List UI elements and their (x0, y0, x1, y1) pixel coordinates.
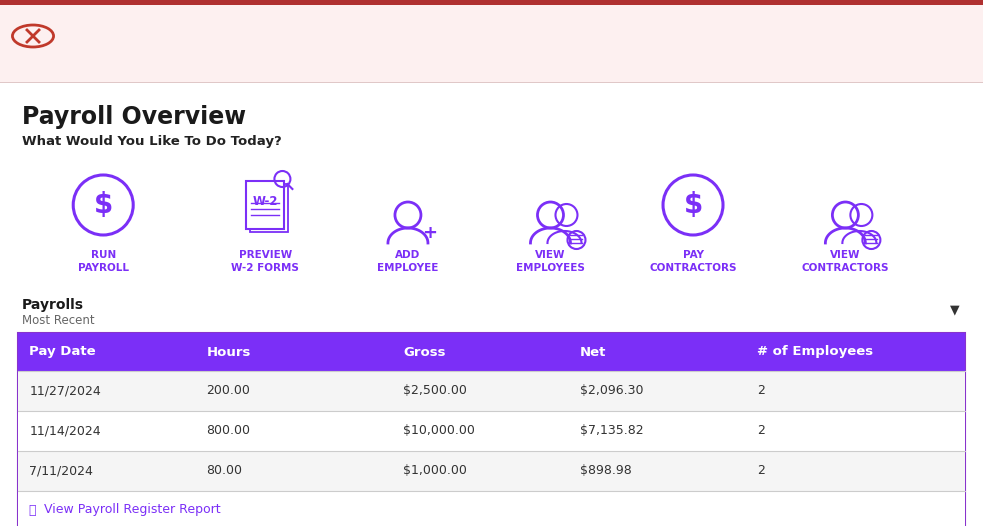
Text: ⎙: ⎙ (29, 503, 35, 517)
Text: VIEW
CONTRACTORS: VIEW CONTRACTORS (801, 250, 890, 273)
Text: Payrolls: Payrolls (22, 298, 84, 312)
Text: View Payroll Register Report: View Payroll Register Report (44, 503, 220, 517)
Text: 7/11/2024: 7/11/2024 (29, 464, 93, 478)
Text: 2: 2 (757, 385, 765, 398)
Text: Pay Date: Pay Date (29, 346, 96, 359)
FancyBboxPatch shape (18, 491, 965, 526)
Text: ▼: ▼ (951, 304, 959, 317)
Text: $898.98: $898.98 (580, 464, 632, 478)
Ellipse shape (862, 231, 881, 249)
FancyBboxPatch shape (18, 371, 965, 411)
Text: complete your tax filing information: complete your tax filing information (86, 54, 312, 66)
Ellipse shape (567, 231, 586, 249)
Text: What Would You Like To Do Today?: What Would You Like To Do Today? (22, 135, 282, 148)
Text: # of Employees: # of Employees (757, 346, 873, 359)
Text: Most Recent: Most Recent (22, 314, 94, 327)
FancyBboxPatch shape (0, 5, 983, 82)
Text: 800.00: 800.00 (206, 424, 251, 438)
Text: PAY
CONTRACTORS: PAY CONTRACTORS (649, 250, 737, 273)
Text: PREVIEW
W-2 FORMS: PREVIEW W-2 FORMS (231, 250, 300, 273)
Text: 80.00: 80.00 (206, 464, 243, 478)
Text: +: + (423, 224, 437, 242)
Text: Please: Please (55, 54, 99, 66)
Text: Payroll Overview: Payroll Overview (22, 105, 246, 129)
Text: Gross: Gross (403, 346, 445, 359)
Text: $7,135.82: $7,135.82 (580, 424, 644, 438)
Text: $1,000.00: $1,000.00 (403, 464, 467, 478)
Text: RUN
PAYROLL: RUN PAYROLL (78, 250, 129, 273)
Text: $10,000.00: $10,000.00 (403, 424, 475, 438)
Text: ADD
EMPLOYEE: ADD EMPLOYEE (377, 250, 438, 273)
Text: 200.00: 200.00 (206, 385, 251, 398)
Text: 11/14/2024: 11/14/2024 (29, 424, 101, 438)
Text: W-2: W-2 (253, 195, 278, 207)
Text: Hours: Hours (206, 346, 251, 359)
Text: $2,096.30: $2,096.30 (580, 385, 644, 398)
FancyBboxPatch shape (0, 0, 983, 5)
FancyBboxPatch shape (18, 411, 965, 451)
FancyBboxPatch shape (18, 451, 965, 491)
FancyBboxPatch shape (18, 333, 965, 371)
FancyBboxPatch shape (247, 181, 284, 229)
Text: 2: 2 (757, 464, 765, 478)
Text: VIEW
EMPLOYEES: VIEW EMPLOYEES (516, 250, 585, 273)
FancyBboxPatch shape (0, 82, 983, 83)
Text: 2: 2 (757, 424, 765, 438)
Text: $: $ (683, 191, 703, 219)
Text: Hey, we're not collecting taxes for your payrolls yet.: Hey, we're not collecting taxes for your… (55, 28, 467, 42)
FancyBboxPatch shape (18, 333, 965, 526)
Text: 11/27/2024: 11/27/2024 (29, 385, 101, 398)
Text: $: $ (93, 191, 113, 219)
FancyBboxPatch shape (251, 184, 288, 232)
Text: $2,500.00: $2,500.00 (403, 385, 467, 398)
Text: Net: Net (580, 346, 607, 359)
